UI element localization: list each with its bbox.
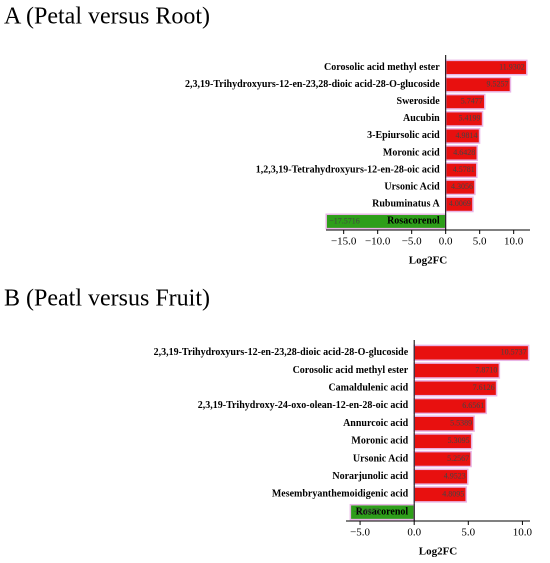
category-label: Norarjunolic acid: [332, 471, 408, 482]
x-tick-label: −10.0: [365, 236, 391, 248]
value-label: −5.8975: [353, 507, 380, 516]
category-label: Corosolic acid methyl ester: [324, 62, 440, 73]
x-axis-label: Log2FC: [409, 255, 448, 267]
category-label: Sweroside: [397, 96, 441, 107]
value-label: 10.5737: [501, 348, 527, 357]
x-tick-label: 10.0: [513, 527, 533, 539]
value-label: 4.3056: [451, 182, 473, 191]
category-label: Annurcoic acid: [343, 418, 409, 429]
x-tick-label: 5.0: [473, 236, 487, 248]
category-label: Rosacorenol: [356, 506, 409, 517]
category-label: Aucubin: [403, 113, 440, 124]
category-label: Camaldulenic acid: [328, 383, 408, 394]
value-label: 7.8710: [475, 365, 497, 374]
value-label: 5.7477: [461, 97, 483, 106]
x-tick-label: 5.0: [461, 527, 475, 539]
value-label: 4.0069: [449, 199, 471, 208]
value-label: 7.6126: [473, 383, 495, 392]
category-label: 1,2,3,19-Tetrahydroxyurs-12-en-28-oic ac…: [256, 164, 440, 175]
x-tick-label: 0.0: [407, 527, 421, 539]
value-label: 6.6561: [462, 401, 484, 410]
value-label: 5.2567: [447, 454, 469, 463]
value-label: 9.5257: [486, 79, 508, 88]
x-tick-label: −15.0: [331, 236, 357, 248]
value-label: 5.4199: [459, 114, 481, 123]
value-label: 5.5389: [450, 418, 472, 427]
value-label: −17.5716: [329, 216, 360, 225]
category-label: 2,3,19-Trihydroxyurs-12-en-23,28-dioic a…: [185, 79, 440, 90]
value-label: 4.5781: [453, 165, 475, 174]
value-label: 4.6428: [453, 148, 475, 157]
panel-title: B (Peatl versus Fruit): [4, 286, 210, 312]
value-label: 5.3095: [448, 436, 470, 445]
category-label: Moronic acid: [351, 436, 408, 447]
value-label: 4.9523: [444, 472, 466, 481]
x-tick-label: 0.0: [439, 236, 453, 248]
x-tick-label: 10.0: [504, 236, 524, 248]
category-label: Rubuminatus A: [372, 199, 440, 210]
category-label: Ursonic Acid: [384, 182, 440, 193]
value-label: 4.8095: [442, 489, 464, 498]
x-axis-label: Log2FC: [419, 546, 458, 558]
panel-title: A (Petal versus Root): [4, 4, 210, 30]
category-label: Mesembryanthemoidigenic acid: [272, 489, 409, 500]
category-label: Moronic acid: [383, 147, 440, 158]
category-label: 2,3,19-Trihydroxy-24-oxo-olean-12-en-28-…: [198, 400, 409, 411]
value-label: 11.9302: [499, 62, 525, 71]
category-label: 3-Epiursolic acid: [367, 130, 440, 141]
category-label: Rosacorenol: [387, 216, 440, 227]
x-tick-label: −5.0: [402, 236, 422, 248]
category-label: 2,3,19-Trihydroxyurs-12-en-23,28-dioic a…: [154, 347, 409, 358]
category-label: Ursonic Acid: [353, 453, 409, 464]
value-label: 4.9814: [456, 131, 478, 140]
x-tick-label: −5.0: [350, 527, 370, 539]
category-label: Corosolic acid methyl ester: [293, 365, 409, 376]
